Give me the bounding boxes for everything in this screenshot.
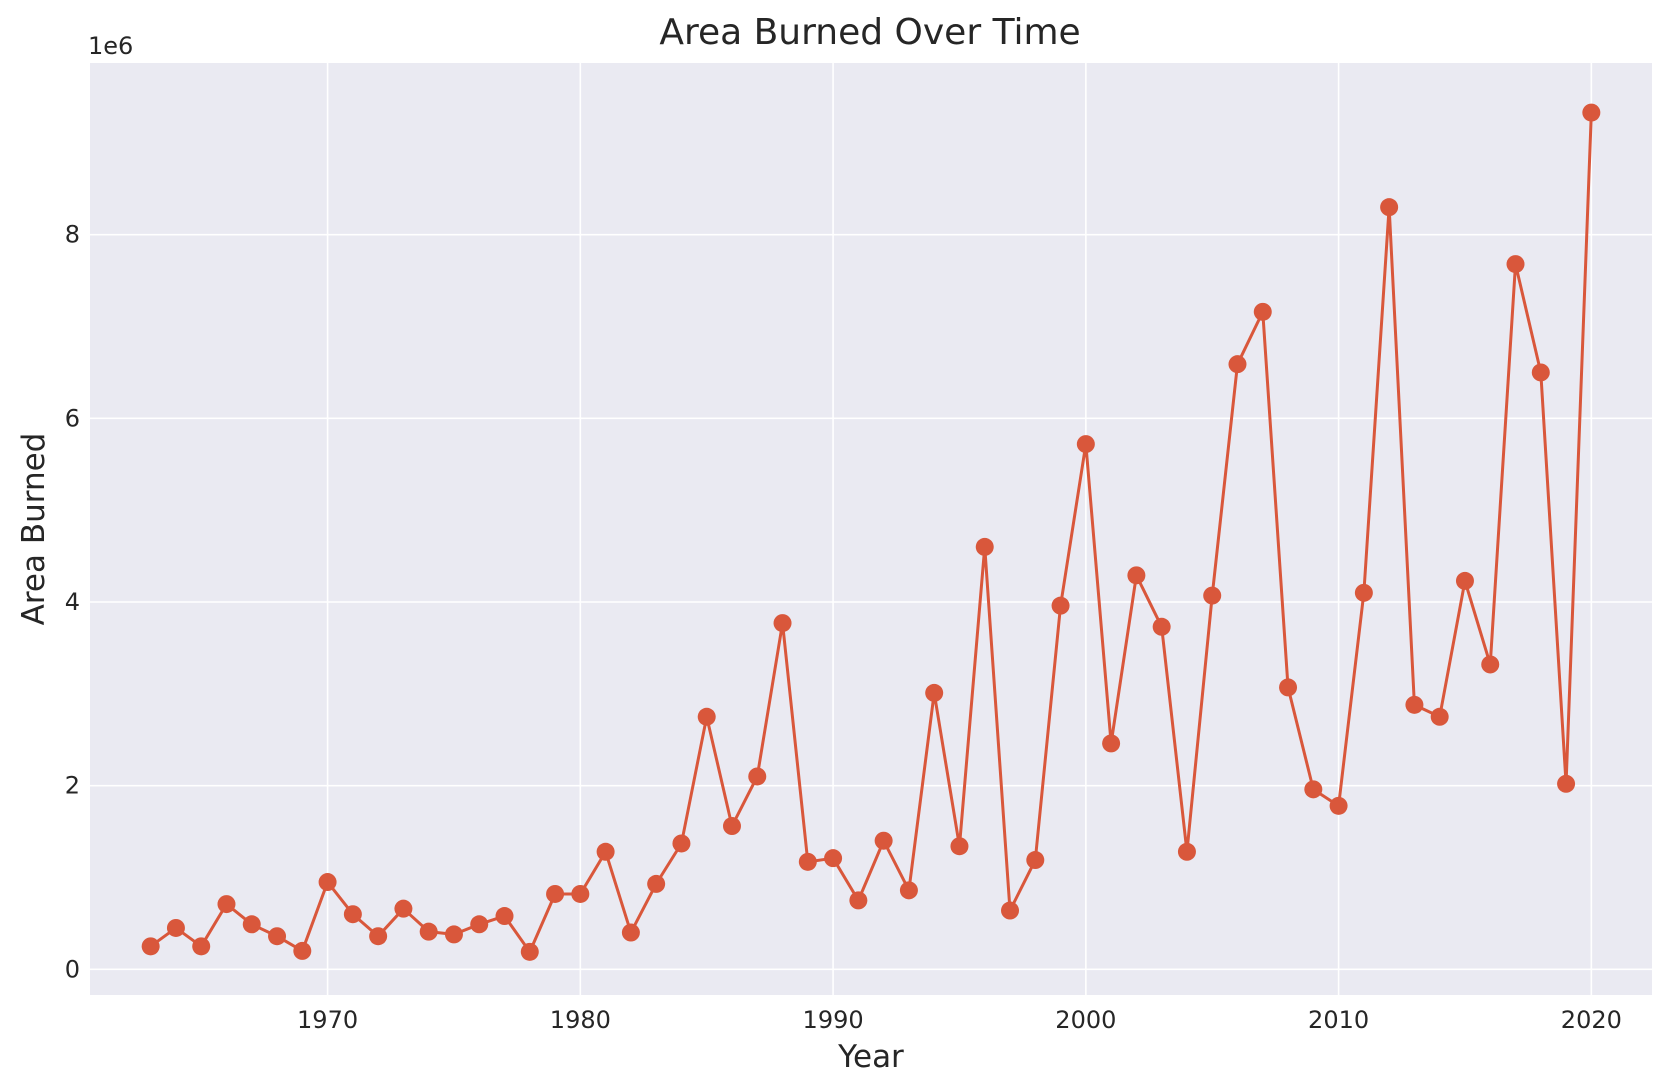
data-point-1976	[470, 915, 489, 934]
data-point-2017	[1506, 255, 1525, 274]
y-tick-label: 4	[65, 588, 80, 616]
series-line	[149, 112, 1593, 954]
data-point-1988	[773, 614, 792, 633]
data-point-1977	[495, 907, 514, 926]
data-point-1999	[1051, 596, 1070, 615]
data-point-1998	[1026, 851, 1045, 870]
data-point-1995	[950, 837, 969, 856]
data-point-1975	[444, 925, 463, 944]
data-point-1984	[672, 834, 691, 853]
chart-title: Area Burned Over Time	[659, 12, 1080, 53]
data-point-1985	[697, 707, 716, 726]
data-point-1965	[192, 937, 211, 956]
data-point-1990	[824, 849, 843, 868]
data-point-1966	[217, 895, 236, 914]
data-point-1974	[419, 922, 438, 941]
data-point-2003	[1152, 617, 1171, 636]
data-point-2013	[1405, 695, 1424, 714]
data-point-1997	[1001, 901, 1020, 920]
data-point-2005	[1203, 586, 1222, 605]
data-point-2018	[1531, 363, 1550, 382]
data-point-1979	[546, 884, 565, 903]
data-point-2006	[1228, 355, 1247, 374]
data-point-2015	[1455, 571, 1474, 590]
data-point-2002	[1127, 566, 1146, 585]
data-point-1989	[798, 852, 817, 871]
data-point-1991	[849, 891, 868, 910]
x-tick-label: 2000	[1055, 1006, 1116, 1034]
data-point-2008	[1279, 678, 1298, 697]
data-point-1992	[874, 831, 893, 850]
data-point-2007	[1253, 302, 1272, 321]
data-point-1968	[268, 927, 287, 946]
data-point-1978	[520, 942, 539, 961]
plot-area	[90, 63, 1652, 995]
data-point-1987	[748, 767, 767, 786]
data-point-1964	[166, 918, 185, 937]
y-tick-label: 6	[65, 404, 80, 432]
y-tick-label: 0	[65, 955, 80, 983]
x-tick-label: 2020	[1561, 1006, 1622, 1034]
data-point-1970	[318, 873, 337, 892]
data-point-2014	[1430, 707, 1449, 726]
data-point-2010	[1329, 796, 1348, 815]
y-offset-label: 1e6	[88, 32, 133, 60]
y-axis-title: Area Burned	[16, 433, 52, 626]
data-point-1973	[394, 899, 413, 918]
x-tick-label: 2010	[1308, 1006, 1369, 1034]
data-point-1983	[647, 874, 666, 893]
data-markers	[141, 103, 1601, 961]
data-point-1981	[596, 842, 615, 861]
y-tick-label: 2	[65, 772, 80, 800]
x-tick-label: 1980	[550, 1006, 611, 1034]
x-tick-labels: 1970 1980 1990 2000 2010 2020	[297, 1006, 1622, 1034]
data-point-2020	[1582, 103, 1601, 122]
data-point-1980	[571, 884, 590, 903]
data-point-1969	[293, 941, 312, 960]
data-point-1972	[369, 927, 388, 946]
y-tick-labels: 0 2 4 6 8	[65, 221, 80, 984]
grid-lines	[90, 63, 1652, 995]
data-point-2001	[1102, 734, 1121, 753]
x-axis-title: Year	[837, 1039, 904, 1074]
data-point-2009	[1304, 780, 1323, 799]
y-tick-label: 8	[65, 221, 80, 249]
x-tick-label: 1970	[297, 1006, 358, 1034]
series-line-group	[149, 112, 1593, 954]
data-point-1967	[242, 915, 261, 934]
data-point-1982	[621, 923, 640, 942]
data-point-1986	[722, 817, 741, 836]
data-point-1993	[899, 881, 918, 900]
data-point-1963	[141, 937, 160, 956]
x-tick-label: 1990	[803, 1006, 864, 1034]
data-point-1971	[343, 905, 362, 924]
data-point-2011	[1354, 583, 1373, 602]
data-point-2019	[1557, 774, 1576, 793]
data-point-2016	[1481, 655, 1500, 674]
data-point-2000	[1076, 435, 1095, 454]
data-point-1996	[975, 537, 994, 556]
data-point-2012	[1380, 198, 1399, 217]
data-point-2004	[1177, 842, 1196, 861]
data-point-1994	[925, 683, 944, 702]
